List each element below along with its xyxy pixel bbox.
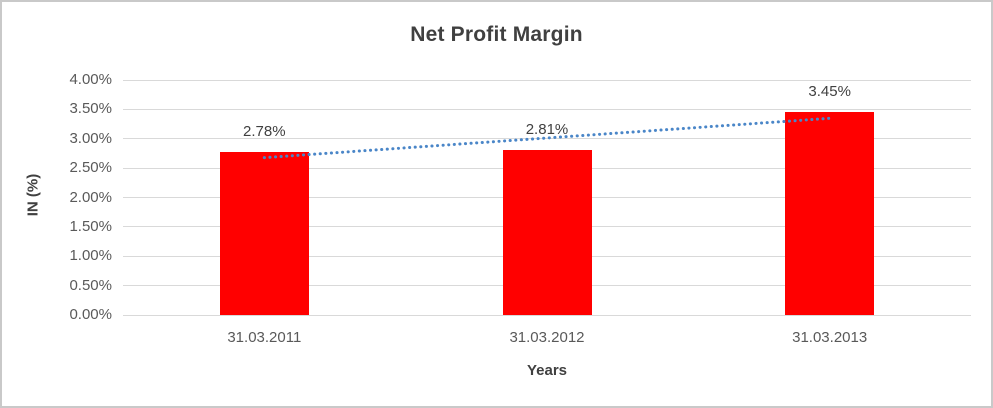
y-tick-label: 0.50%: [69, 276, 112, 294]
bar-31.03.2011: [219, 151, 309, 315]
data-label: 3.45%: [808, 83, 851, 101]
gridline: [123, 314, 971, 316]
bar-31.03.2012: [502, 149, 592, 315]
y-tick-label: 0.00%: [69, 306, 112, 323]
y-axis-title: IN (%): [24, 173, 42, 217]
y-tick-label: 2.00%: [69, 188, 112, 206]
y-tick-label: 1.50%: [69, 217, 112, 235]
gridline: [123, 79, 971, 81]
x-axis-title: Years: [526, 362, 568, 379]
chart-title: Net Profit Margin: [410, 23, 583, 46]
y-tick-label: 2.50%: [69, 159, 112, 177]
data-label: 2.78%: [243, 122, 286, 140]
bar-31.03.2013: [785, 112, 875, 315]
x-tick-label: 31.03.2012: [509, 329, 585, 346]
y-tick-label: 1.00%: [69, 247, 112, 265]
y-tick-label: 4.00%: [69, 71, 112, 88]
y-tick-label: 3.50%: [69, 100, 112, 118]
y-tick-label: 3.00%: [69, 129, 112, 147]
x-tick-label: 31.03.2011: [227, 329, 302, 346]
data-label: 2.81%: [525, 120, 569, 138]
x-tick-label: 31.03.2013: [792, 329, 868, 346]
gridline: [123, 108, 971, 110]
